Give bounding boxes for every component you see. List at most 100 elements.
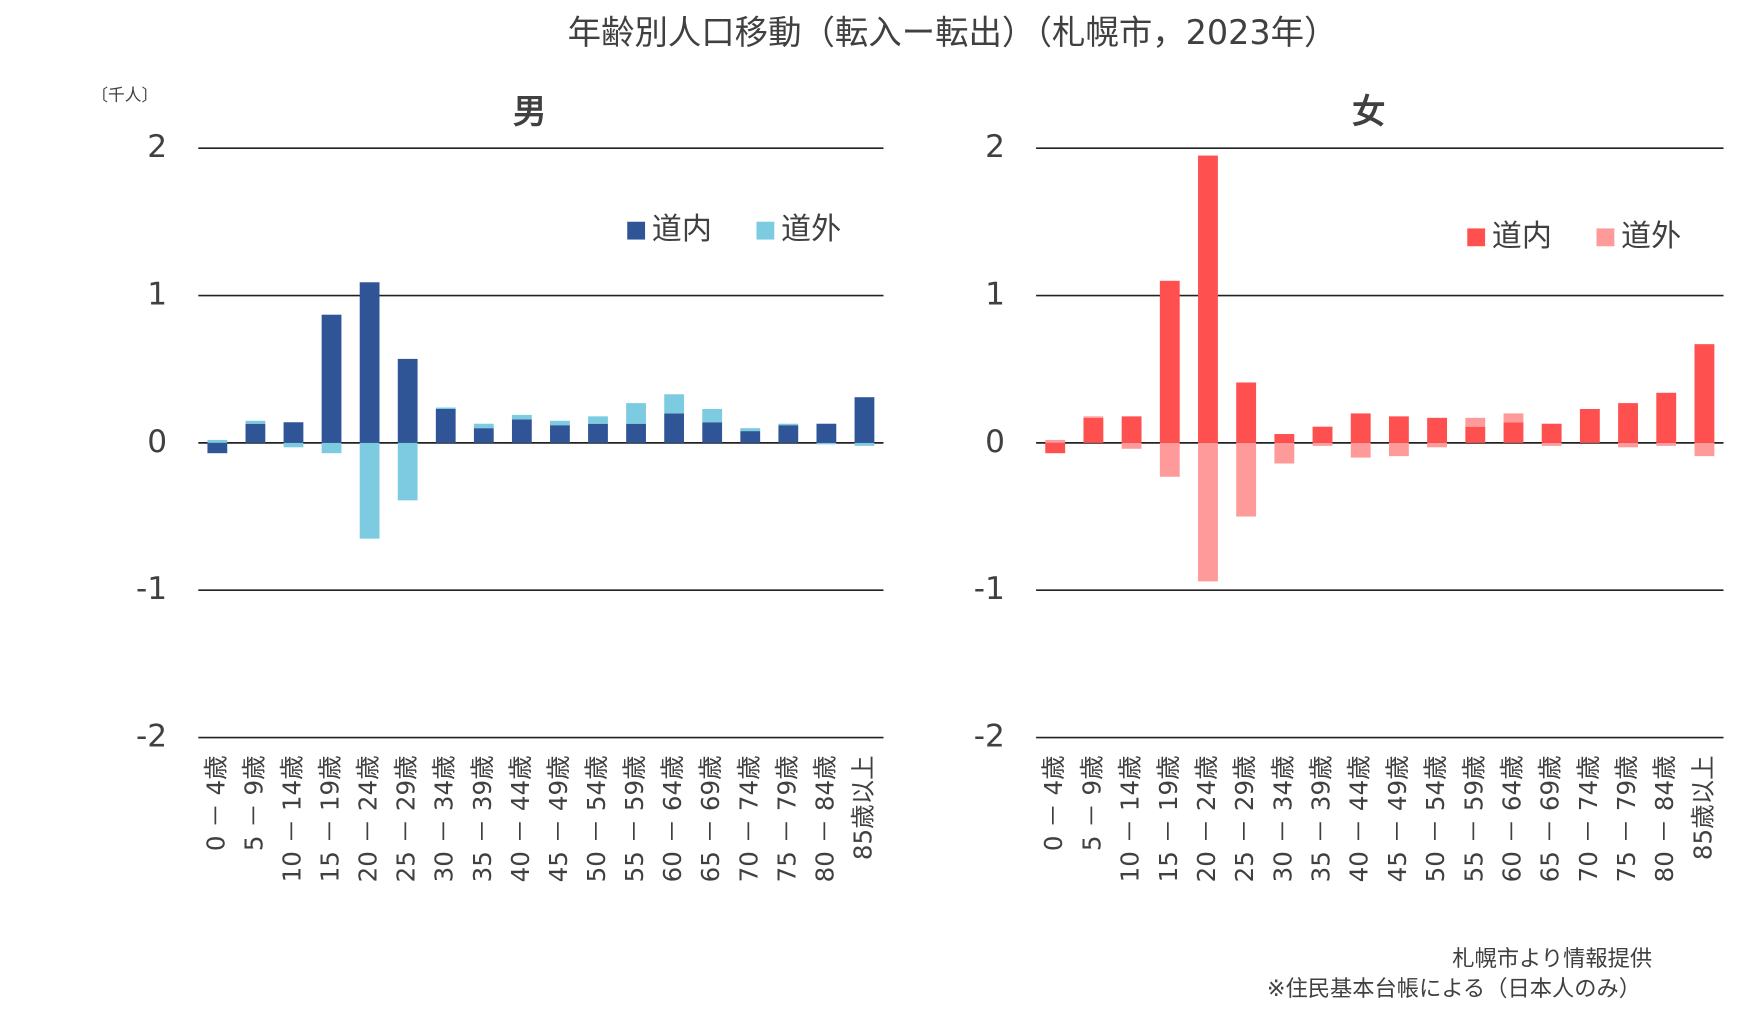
bar: [550, 420, 570, 426]
x-tick-label: 30 － 34歳: [430, 755, 459, 882]
x-tick-label: 10 － 14歳: [1116, 755, 1145, 882]
x-tick-label: 85歳以上: [1688, 755, 1717, 860]
bar: [1274, 434, 1295, 443]
y-tick-label: -1: [136, 571, 167, 607]
bar: [664, 394, 685, 414]
y-tick-label: -2: [136, 719, 167, 755]
x-tick-label: 75 － 79歳: [772, 755, 801, 882]
x-tick-label: 70 － 74歳: [1574, 755, 1603, 882]
unit-label: 〔千人〕: [91, 84, 158, 104]
y-tick-label: 0: [147, 424, 167, 460]
bar: [1656, 392, 1677, 443]
x-tick-label: 45 － 49歳: [1383, 755, 1412, 882]
bar: [702, 422, 723, 443]
x-tick-label: 45 － 49歳: [544, 755, 573, 882]
bar: [245, 420, 266, 424]
x-tick-label: 55 － 59歳: [1459, 755, 1488, 882]
x-tick-label: 50 － 54歳: [1421, 755, 1450, 882]
bar: [816, 442, 837, 445]
bar: [473, 428, 494, 443]
bar: [854, 442, 875, 446]
x-tick-label: 70 － 74歳: [734, 755, 763, 882]
x-tick-label: 20 － 24歳: [1192, 755, 1221, 882]
x-tick-label: 20 － 24歳: [354, 755, 383, 882]
bar: [1388, 416, 1409, 443]
bar: [778, 425, 799, 443]
x-tick-label: 15 － 19歳: [316, 755, 345, 882]
y-tick-label: 2: [985, 129, 1005, 165]
legend-swatch: [627, 221, 646, 240]
legend-label: 道外: [781, 212, 841, 247]
x-tick-label: 80 － 84歳: [1650, 755, 1679, 882]
bar: [588, 416, 608, 424]
x-tick-label: 40 － 44歳: [506, 755, 535, 882]
y-tick-label: 1: [147, 277, 167, 313]
bar: [435, 408, 456, 443]
y-tick-label: -2: [974, 719, 1005, 755]
legend-label: 道外: [1621, 219, 1681, 254]
bar: [1427, 442, 1448, 448]
legend-swatch: [756, 221, 775, 240]
bar: [397, 358, 418, 443]
bar: [321, 314, 342, 443]
bar: [588, 423, 608, 443]
bar: [435, 407, 456, 409]
y-tick-label: 0: [985, 424, 1005, 460]
y-tick-label: 1: [985, 277, 1005, 313]
bar: [1579, 408, 1600, 443]
x-tick-label: 15 － 19歳: [1154, 755, 1183, 882]
x-tick-label: 25 － 29歳: [392, 755, 421, 882]
bar: [816, 423, 837, 443]
bar: [283, 422, 304, 443]
x-tick-label: 60 － 64歳: [1497, 755, 1526, 882]
x-tick-label: 65 － 69歳: [696, 755, 725, 882]
bar: [1618, 403, 1638, 443]
chart-title: 女: [1352, 92, 1385, 131]
bar: [359, 282, 380, 443]
x-tick-label: 5 － 9歳: [1077, 755, 1106, 851]
x-tick-label: 0 － 4歳: [1039, 755, 1068, 851]
bar: [664, 413, 685, 443]
x-tick-label: 10 － 14歳: [277, 755, 306, 882]
bar: [397, 442, 418, 501]
bar: [207, 442, 228, 454]
bar: [854, 397, 875, 443]
bar: [1465, 426, 1486, 443]
bar: [1236, 442, 1257, 517]
y-tick-label: 2: [147, 129, 167, 165]
bar: [1503, 413, 1524, 423]
y-tick-label: -1: [974, 571, 1005, 607]
bar: [1312, 442, 1333, 446]
x-tick-label: 85歳以上: [848, 755, 877, 860]
bar: [359, 442, 380, 539]
x-tick-label: 65 － 69歳: [1536, 755, 1565, 882]
x-tick-label: 25 － 29歳: [1230, 755, 1259, 882]
bar: [511, 419, 532, 443]
bar: [702, 408, 723, 423]
x-tick-label: 50 － 54歳: [582, 755, 611, 882]
bar: [1312, 426, 1333, 443]
bar: [1694, 344, 1715, 443]
bar: [1121, 442, 1142, 449]
bar: [1083, 417, 1104, 443]
bar: [1541, 423, 1562, 443]
x-tick-label: 30 － 34歳: [1268, 755, 1297, 882]
legend-swatch: [1596, 228, 1615, 247]
bar: [473, 423, 494, 429]
bar: [1465, 417, 1486, 427]
bar: [1350, 442, 1371, 458]
bar: [1541, 442, 1562, 446]
bar: [740, 428, 761, 432]
bar: [1045, 439, 1066, 443]
figure-title: 年齢別人口移動（転入ー転出）（札幌市，2023年）: [568, 13, 1338, 52]
x-tick-label: 35 － 39歳: [1307, 755, 1336, 882]
bar: [1159, 280, 1180, 443]
bar: [626, 423, 646, 443]
source-note: ※住民基本台帳による（日本人のみ）: [1267, 976, 1641, 1002]
x-tick-label: 55 － 59歳: [620, 755, 649, 882]
bar: [778, 423, 799, 426]
source-note: 札幌市より情報提供: [1452, 946, 1652, 972]
bar: [1274, 442, 1295, 464]
bar: [1045, 442, 1066, 454]
